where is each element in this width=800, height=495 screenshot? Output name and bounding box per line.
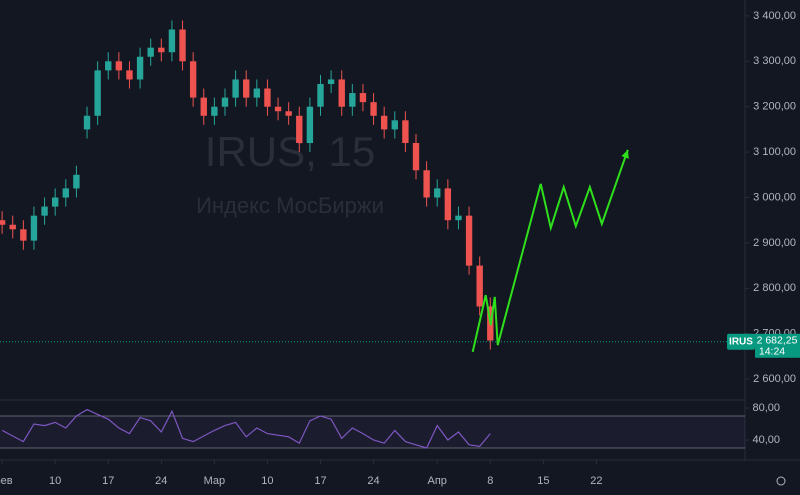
symbol-tag-text: IRUS — [729, 336, 753, 347]
candle-body — [20, 229, 27, 241]
y-tick-label: 3 300,00 — [753, 55, 796, 67]
candle-body — [211, 106, 218, 116]
candle-body — [380, 115, 388, 130]
x-tick-label: 10 — [261, 475, 273, 487]
candle-body — [370, 102, 377, 116]
x-tick-label: фев — [0, 475, 13, 487]
candle-body — [391, 120, 398, 130]
x-tick-label: Апр — [428, 475, 447, 487]
candle-body — [434, 188, 441, 198]
y-tick-label: 3 400,00 — [753, 10, 796, 22]
price-tag — [755, 333, 800, 358]
candle-body — [338, 79, 345, 107]
candle-body — [327, 79, 335, 84]
candle-body — [41, 206, 48, 216]
x-tick-label: 24 — [155, 475, 167, 487]
x-tick-label: Мар — [204, 475, 226, 487]
candle-body — [243, 79, 250, 98]
price-tag-value: 2 682,25 — [757, 335, 798, 347]
y-tick-label: 2 600,00 — [753, 373, 796, 385]
candle-body — [179, 29, 186, 62]
x-tick-label: 17 — [314, 475, 326, 487]
candle-body — [73, 174, 80, 189]
candle-body — [306, 106, 314, 144]
rsi-tick-label: 40,00 — [752, 434, 780, 446]
candle-body — [158, 47, 165, 53]
candle-body — [285, 111, 292, 116]
candle-body — [349, 93, 356, 107]
candle-body — [444, 188, 452, 221]
rsi-band-fill — [0, 416, 745, 448]
candle-body — [412, 143, 420, 171]
candle-body — [9, 224, 16, 230]
y-tick-label: 3 000,00 — [753, 191, 796, 203]
x-tick-label: 17 — [102, 475, 114, 487]
x-tick-label: 15 — [537, 475, 549, 487]
candle-body — [94, 70, 101, 116]
candle-body — [115, 61, 123, 71]
candle-body — [136, 56, 144, 80]
candle-body — [253, 88, 261, 98]
price-tag-countdown: 14:24 — [759, 346, 785, 358]
candle-body — [359, 93, 367, 103]
candle-body — [476, 265, 483, 307]
rsi-tick-label: 80,00 — [752, 402, 780, 414]
candle-body — [200, 97, 207, 116]
candle-body — [189, 61, 197, 98]
candle-body — [83, 115, 91, 130]
candle-body — [221, 97, 229, 107]
forecast-line — [471, 149, 629, 353]
candle-body — [232, 79, 239, 98]
y-tick-label: 2 800,00 — [753, 282, 796, 294]
candle-body — [317, 83, 324, 107]
candle-body — [423, 170, 430, 198]
x-tick-label: 8 — [487, 475, 493, 487]
candle-body — [168, 29, 176, 53]
candle-body — [264, 88, 271, 107]
watermark-name: Индекс МосБиржи — [196, 193, 384, 218]
candle-body — [455, 215, 462, 221]
y-tick-label: 3 200,00 — [753, 101, 796, 113]
symbol-tag — [727, 333, 755, 350]
watermark-symbol: IRUS, 15 — [205, 128, 375, 175]
y-tick-label: 2 900,00 — [753, 237, 796, 249]
candle-body — [0, 220, 6, 225]
candle-body — [62, 188, 69, 198]
candle-body — [296, 115, 303, 144]
rsi-line — [1, 408, 491, 449]
candle-body — [52, 197, 59, 207]
forecast-arrowhead — [621, 149, 629, 159]
x-tick-label: 22 — [590, 475, 602, 487]
candle-body — [126, 70, 133, 80]
candle-body — [30, 215, 38, 241]
candle-body — [105, 61, 112, 71]
candle-body — [147, 47, 154, 57]
candle-body — [274, 106, 282, 112]
x-tick-label: 10 — [49, 475, 61, 487]
settings-icon[interactable] — [776, 476, 786, 486]
candle-body — [465, 215, 473, 266]
y-tick-label: 3 100,00 — [753, 146, 796, 158]
candle-body — [402, 120, 409, 144]
x-tick-label: 24 — [367, 475, 379, 487]
